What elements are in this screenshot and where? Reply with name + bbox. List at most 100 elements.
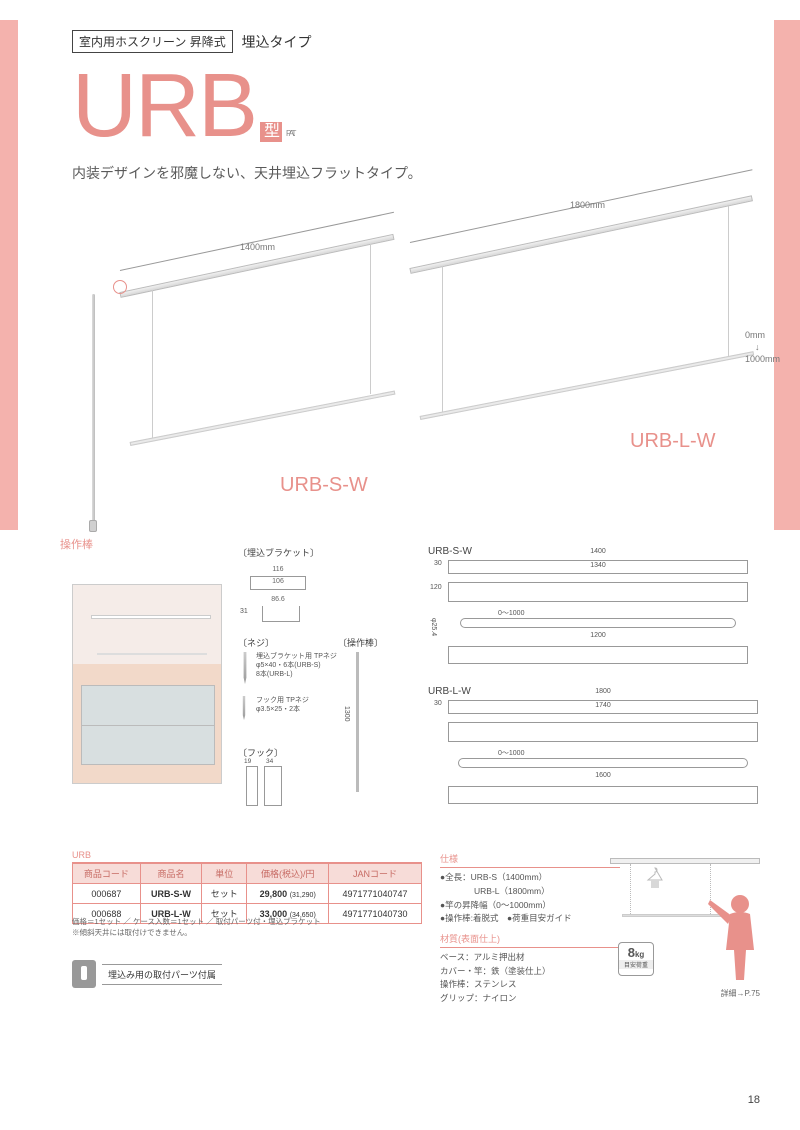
bar-s bbox=[130, 391, 396, 446]
bracket-w3: 86.6 bbox=[252, 596, 304, 603]
s-rail-len: 1200 bbox=[460, 632, 736, 639]
hook-w1: 19 bbox=[244, 758, 251, 765]
table-row: 000687 URB-S-W セット 29,800 (31,290) 49717… bbox=[73, 884, 422, 904]
height-min: 0mm bbox=[745, 330, 765, 340]
cell-code: 000687 bbox=[73, 884, 141, 904]
hook-w2: 34 bbox=[266, 758, 273, 765]
attachment-badge: 埋込み用の取付パーツ付属 bbox=[72, 960, 222, 988]
weight-note: 目安荷重 bbox=[619, 960, 653, 969]
product-illustration: 1400mm URB-S-W 操作棒 1800mm 0mm ↓ 1000mm U… bbox=[60, 220, 760, 510]
table-header-row: 商品コード 商品名 単位 価格(税込)/円 JANコード bbox=[73, 864, 422, 884]
accent-bar-left bbox=[0, 20, 18, 530]
handle-label: 操作棒 bbox=[60, 536, 93, 552]
s-h1: 30 bbox=[434, 560, 442, 567]
usage-wire bbox=[630, 864, 631, 914]
photo-window bbox=[81, 685, 215, 765]
th-price: 価格(税込)/円 bbox=[247, 864, 329, 884]
height-arrow: ↓ bbox=[755, 342, 760, 352]
detail-reference: 詳細→P.75 bbox=[721, 988, 760, 999]
th-code: 商品コード bbox=[73, 864, 141, 884]
cell-price: 29,800 (31,290) bbox=[247, 884, 329, 904]
wire-s1 bbox=[152, 290, 153, 440]
cell-jan: 4971771040747 bbox=[329, 884, 422, 904]
bracket-profile bbox=[262, 606, 300, 622]
type-badge: 型 bbox=[260, 122, 282, 142]
cell-unit: セット bbox=[202, 884, 247, 904]
table-notes: 価格＝1セット ／ ケース入数＝1セット ／ 取付パーツ付・埋込ブラケット ※傾… bbox=[72, 916, 321, 939]
model-label-l: URB-L-W bbox=[630, 430, 716, 453]
photo-panel bbox=[72, 584, 222, 784]
wire-l2 bbox=[728, 206, 729, 356]
attachment-text: 埋込み用の取付パーツ付属 bbox=[102, 964, 222, 985]
material-heading: 材質(表面仕上) bbox=[440, 932, 620, 948]
page-number: 18 bbox=[748, 1094, 760, 1106]
bracket-w2: 106 bbox=[252, 578, 304, 585]
th-jan: JANコード bbox=[329, 864, 422, 884]
weight-unit: kg bbox=[635, 950, 644, 959]
hook1 bbox=[246, 766, 258, 806]
screw-title: 〔ネジ〕 bbox=[238, 636, 274, 649]
table-caption: URB bbox=[72, 850, 422, 863]
wire-s2 bbox=[370, 244, 371, 394]
l-inner: 1740 bbox=[456, 702, 750, 709]
hook2 bbox=[264, 766, 282, 806]
rod-drawing bbox=[356, 652, 359, 792]
draw-s-bottom bbox=[448, 646, 748, 664]
s-inner: 1340 bbox=[458, 562, 738, 569]
cell-jan: 4971771040730 bbox=[329, 904, 422, 924]
note1: 価格＝1セット ／ ケース入数＝1セット ／ 取付パーツ付・埋込ブラケット bbox=[72, 916, 321, 927]
photo-bar bbox=[97, 653, 207, 655]
weight-badge: 8kg 目安荷重 bbox=[618, 942, 654, 976]
weight-value: 8 bbox=[628, 945, 635, 960]
hanger-icon bbox=[646, 866, 664, 893]
accent-bar-right bbox=[774, 20, 800, 530]
th-unit: 単位 bbox=[202, 864, 247, 884]
usage-diagram: 8kg 目安荷重 bbox=[610, 850, 760, 980]
draw-s-side bbox=[448, 582, 748, 602]
rod-title: 〔操作棒〕 bbox=[338, 636, 383, 649]
operation-rod bbox=[92, 294, 95, 524]
header: 室内用ホスクリーン 昇降式 埋込タイプ URB型PAT. 内装デザインを邪魔しな… bbox=[72, 30, 422, 183]
bracket-title: 〔埋込ブラケット〕 bbox=[238, 546, 319, 559]
price-tax: (31,290) bbox=[290, 892, 316, 899]
spec-line: ●操作棒:着脱式 ●荷重目安ガイド bbox=[440, 912, 620, 926]
spec-section: 仕様 ●全長：URB-S（1400mm） URB-L（1800mm） ●竿の昇降… bbox=[440, 852, 620, 1006]
rod-grip bbox=[89, 520, 97, 532]
draw-l-side bbox=[448, 722, 758, 742]
dim-l: 1800mm bbox=[570, 200, 605, 210]
screw1-text: 埋込ブラケット用 TPネジ φ5×40・6本(URB-S) 8本(URB-L) bbox=[256, 652, 337, 679]
draw-l-rail bbox=[458, 758, 748, 768]
th-name: 商品名 bbox=[140, 864, 201, 884]
height-max: 1000mm bbox=[745, 354, 780, 364]
bar-l bbox=[420, 351, 755, 420]
s-range: 0～1000 bbox=[498, 608, 524, 618]
l-h1: 30 bbox=[434, 700, 442, 707]
spec-line: 操作棒：ステンレス bbox=[440, 978, 620, 992]
draw-s-rail bbox=[460, 618, 736, 628]
screw2-icon bbox=[238, 696, 250, 720]
rod-len: 1300 bbox=[343, 706, 350, 722]
screw2-text: フック用 TPネジ φ3.5×25・2本 bbox=[256, 696, 309, 714]
photo-rail bbox=[91, 615, 211, 619]
tagline: 内装デザインを邪魔しない、天井埋込フラットタイプ。 bbox=[72, 163, 422, 183]
price-main: 29,800 bbox=[260, 889, 288, 899]
l-range: 0～1000 bbox=[498, 748, 524, 758]
usage-rail bbox=[610, 858, 760, 864]
category-box: 室内用ホスクリーン 昇降式 bbox=[72, 30, 233, 53]
spec-line: ベース：アルミ押出材 bbox=[440, 951, 620, 965]
spec-line: グリップ：ナイロン bbox=[440, 992, 620, 1006]
s-h2: 120 bbox=[430, 584, 442, 591]
spec-line: カバー・竿：鉄（塗装仕上） bbox=[440, 965, 620, 979]
attachment-icon bbox=[72, 960, 96, 988]
draw-l-bottom bbox=[448, 786, 758, 804]
product-name: URB型PAT. bbox=[72, 61, 422, 151]
wire-l1 bbox=[442, 266, 443, 416]
technical-drawings: 〔埋込ブラケット〕 116 106 86.6 31 〔ネジ〕 埋込ブラケット用 … bbox=[238, 546, 768, 866]
spec-line: ●全長：URB-S（1400mm） bbox=[440, 871, 620, 885]
spec-line: ●竿の昇降幅（0～1000mm） bbox=[440, 899, 620, 913]
l-total: 1800 bbox=[448, 688, 758, 695]
category-sub: 埋込タイプ bbox=[242, 34, 312, 50]
person-silhouette bbox=[700, 890, 760, 980]
rod-connect-marker bbox=[113, 280, 127, 294]
bracket-w1: 116 bbox=[248, 566, 308, 573]
